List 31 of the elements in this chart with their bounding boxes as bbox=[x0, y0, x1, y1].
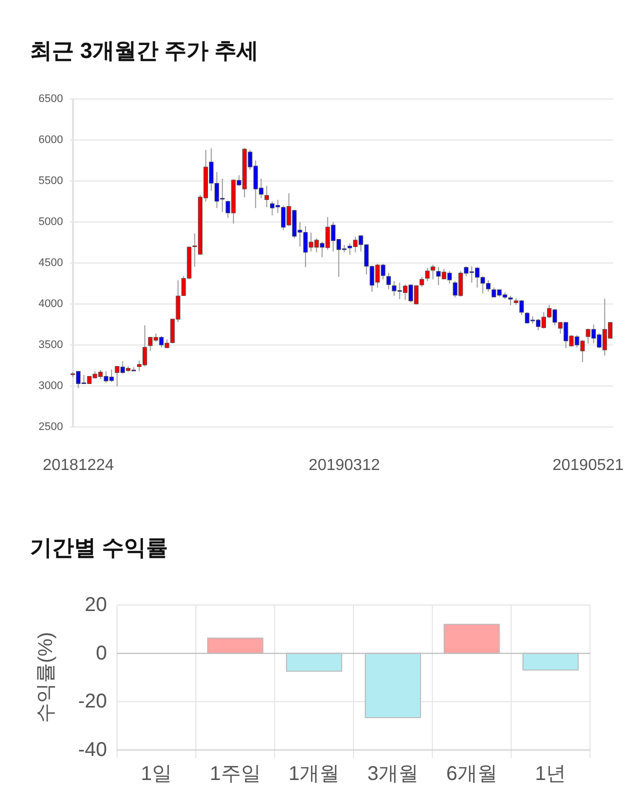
candlestick bbox=[264, 185, 269, 208]
x-tick-label: 20181224 bbox=[42, 457, 114, 474]
candlestick bbox=[420, 276, 424, 288]
y-tick-label: 0 bbox=[96, 642, 107, 664]
x-tick-label: 6개월 bbox=[446, 763, 498, 785]
x-tick-label: 20190521 bbox=[552, 457, 624, 474]
y-tick-label: 5500 bbox=[38, 175, 63, 187]
candlestick bbox=[430, 264, 436, 280]
candlestick bbox=[425, 267, 430, 282]
chart-title: 최근 3개월간 주가 추세 bbox=[30, 38, 259, 63]
x-tick-label: 1일 bbox=[140, 763, 172, 785]
y-tick-label: 6000 bbox=[38, 134, 63, 146]
y-tick-label: 5000 bbox=[38, 216, 63, 228]
y-tick-label: -40 bbox=[78, 739, 107, 761]
y-tick-label: 2500 bbox=[38, 421, 63, 433]
x-tick-label: 1개월 bbox=[288, 763, 340, 785]
y-tick-label: 20 bbox=[84, 594, 107, 616]
y-tick-label: 4500 bbox=[38, 257, 63, 269]
x-tick-label: 3개월 bbox=[367, 763, 418, 785]
candlestick bbox=[508, 295, 513, 306]
y-axis-title: 수익률(%) bbox=[35, 632, 57, 724]
y-tick-label: 3500 bbox=[38, 339, 63, 351]
y-tick-label: -20 bbox=[78, 690, 107, 713]
y-tick-label: 4000 bbox=[38, 298, 63, 310]
x-tick-label: 1년 bbox=[535, 763, 566, 785]
y-tick-label: 3000 bbox=[38, 380, 63, 392]
candlestick bbox=[386, 272, 391, 290]
x-tick-label: 20190312 bbox=[308, 457, 380, 474]
y-tick-label: 6500 bbox=[38, 93, 63, 105]
chart-title: 기간별 수익률 bbox=[30, 535, 168, 560]
x-tick-label: 1주일 bbox=[210, 763, 261, 785]
